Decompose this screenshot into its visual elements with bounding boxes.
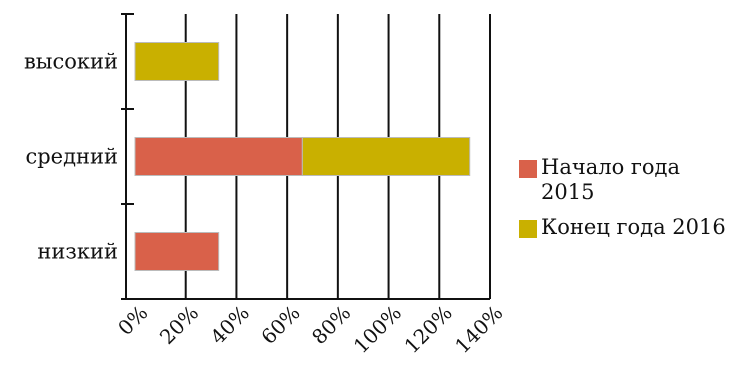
x-tick-label: 60% [256,301,304,349]
bar-end-2016 [134,42,220,81]
legend-label: Конец года 2016 [541,215,726,239]
x-tick-label: 20% [155,301,203,349]
x-tick-label: 100% [349,301,406,358]
bars [134,42,471,271]
bar-start-2015 [134,232,220,271]
axes [121,13,490,300]
x-tick-label: 120% [399,301,456,358]
category-label: средний [25,145,118,169]
bar-end-2016 [301,137,471,176]
x-tick-label: 40% [206,301,254,349]
x-tick-label: 0% [113,301,152,340]
category-label: высокий [24,50,118,74]
category-label: низкий [37,240,118,264]
legend-label: 2015 [541,180,594,204]
bar-start-2015 [134,137,303,176]
labels: 0% 20% 40% 60% 80%100%120%140%высокийсредний… [24,50,508,358]
x-tick-label: 140% [450,301,507,358]
legend-label: Начало года [541,155,680,179]
legend-swatch [519,160,537,178]
legend-swatch [519,220,537,238]
